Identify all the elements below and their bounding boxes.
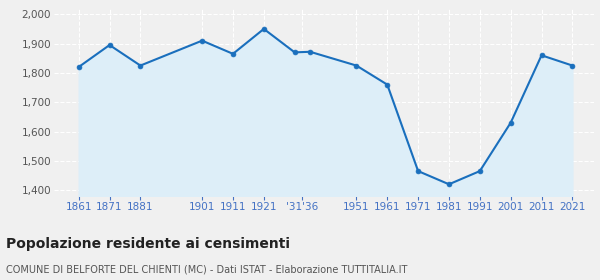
Text: COMUNE DI BELFORTE DEL CHIENTI (MC) - Dati ISTAT - Elaborazione TUTTITALIA.IT: COMUNE DI BELFORTE DEL CHIENTI (MC) - Da… (6, 265, 407, 275)
Text: Popolazione residente ai censimenti: Popolazione residente ai censimenti (6, 237, 290, 251)
